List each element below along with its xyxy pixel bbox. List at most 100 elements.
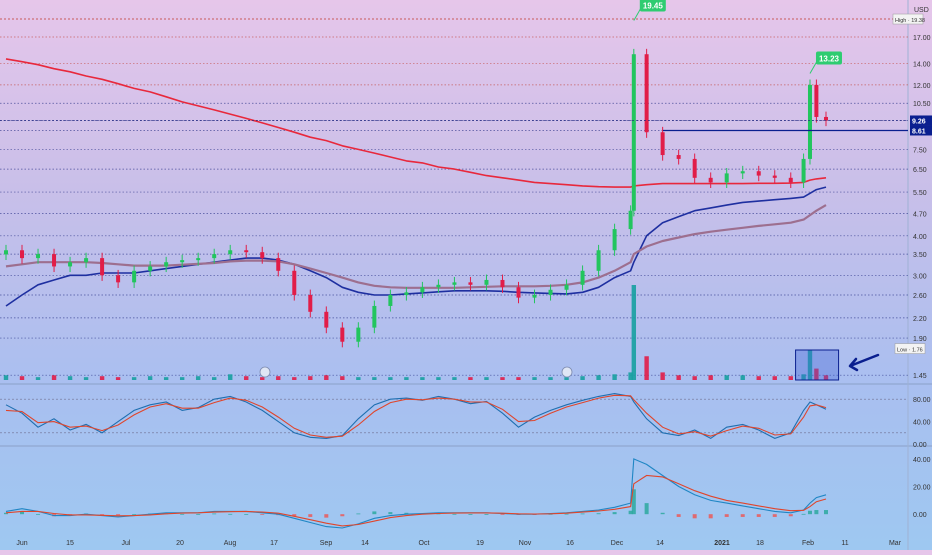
volume-bar — [308, 376, 313, 380]
macd-hist-bar — [340, 514, 345, 517]
time-axis-label: 17 — [270, 540, 278, 547]
candle-body — [404, 292, 409, 295]
macd-hist-bar — [388, 512, 393, 515]
time-axis-label: 14 — [656, 540, 664, 547]
price-axis-label: 1.45 — [913, 373, 927, 380]
volume-bar — [468, 377, 473, 380]
event-marker-icon[interactable] — [561, 366, 573, 378]
time-axis-label: Mar — [889, 540, 902, 547]
candle-body — [20, 250, 25, 259]
price-tag — [910, 125, 932, 136]
high-tag — [892, 13, 924, 25]
candle-body — [52, 254, 57, 267]
macd-hist-bar — [724, 514, 729, 517]
candle-body — [356, 327, 361, 342]
macd-signal-line — [5, 474, 827, 527]
volume-bar — [228, 374, 233, 380]
candle-body — [468, 282, 473, 285]
price-axis-label: 4.00 — [913, 234, 927, 241]
volume-bar — [814, 368, 819, 380]
candle-body — [148, 266, 153, 271]
macd-hist-bar — [4, 512, 8, 515]
callout-label: 19.45 — [643, 2, 664, 11]
arrow-icon — [848, 353, 880, 372]
candle-body — [196, 258, 201, 261]
volume-bar — [516, 377, 521, 380]
macd-hist-bar — [356, 513, 361, 515]
candle-body — [644, 54, 649, 133]
macd-hist-bar — [36, 514, 41, 515]
volume-bar — [388, 377, 393, 380]
candle-body — [372, 305, 377, 328]
candle-body — [612, 229, 617, 251]
volume-bar — [631, 285, 637, 380]
volume-bar — [756, 376, 761, 380]
macd-hist-bar — [116, 514, 121, 516]
time-axis-label: 20 — [176, 540, 184, 547]
stoch-k-line — [5, 393, 827, 440]
volume-bar — [823, 375, 829, 380]
volume-bar — [51, 375, 57, 380]
candle-body — [692, 158, 697, 178]
macd-axis-label: 20.00 — [913, 485, 931, 492]
macd-hist-bar — [801, 513, 806, 515]
candle-body — [292, 270, 297, 295]
time-axis-label: 18 — [756, 540, 764, 547]
candle-body — [676, 155, 681, 159]
macd-hist-bar — [452, 513, 457, 515]
candle-body — [631, 54, 636, 211]
volume-bar — [260, 377, 265, 380]
candle-body — [580, 270, 585, 285]
price-axis-label: 2.20 — [913, 316, 927, 323]
volume-bar — [276, 376, 281, 380]
candle-body — [388, 294, 393, 306]
volume-bar — [548, 377, 553, 380]
candle-body — [132, 270, 137, 283]
volume-bar — [35, 377, 41, 380]
time-axis-label: Jun — [16, 540, 27, 547]
time-axis-label: Feb — [802, 540, 814, 547]
price-axis-label: 5.50 — [913, 190, 927, 197]
macd-hist-bar — [228, 513, 233, 515]
volume-bar — [708, 375, 713, 380]
price-axis-label: 8.61 — [912, 128, 926, 135]
callout-label: 13.23 — [819, 54, 840, 63]
price-axis-label: 1.90 — [913, 336, 927, 343]
candle-body — [324, 311, 329, 328]
candle-body — [116, 275, 121, 283]
candle-body — [628, 210, 633, 230]
volume-bar — [372, 377, 377, 380]
time-axis-label: Jul — [122, 540, 131, 547]
macd-hist-bar — [692, 514, 697, 519]
volume-bar — [596, 375, 601, 380]
candle-body — [100, 258, 105, 276]
volume-bar — [436, 377, 441, 380]
candle-body — [532, 294, 537, 298]
stoch-axis-label: 80.00 — [913, 397, 931, 404]
volume-bar — [147, 376, 153, 380]
high-tag-text: High · 19.38 — [895, 18, 925, 24]
volume-bar — [131, 377, 137, 380]
candle-body — [596, 250, 601, 271]
time-axis-label: Dec — [611, 540, 624, 547]
volume-bar — [801, 374, 806, 380]
volume-bar — [404, 377, 409, 380]
price-axis-label: 3.50 — [913, 252, 927, 259]
ma-brown-line — [5, 204, 827, 289]
price-axis-label: 2.60 — [913, 293, 927, 300]
event-marker-icon[interactable] — [259, 366, 271, 378]
price-axis-label: 6.50 — [913, 167, 927, 174]
macd-axis-label: 0.00 — [913, 512, 927, 519]
volume-bar — [532, 377, 537, 380]
candle-body — [824, 116, 828, 121]
candle-body — [724, 173, 729, 183]
volume-bar — [292, 377, 297, 380]
volume-bar — [244, 376, 249, 380]
stoch-axis-label: 0.00 — [913, 442, 927, 449]
macd-hist-bar — [788, 514, 793, 517]
candle-body — [276, 258, 281, 271]
low-tag-text: Low · 1.76 — [897, 348, 923, 354]
time-axis-label: 15 — [66, 540, 74, 547]
macd-hist-bar — [824, 510, 828, 515]
